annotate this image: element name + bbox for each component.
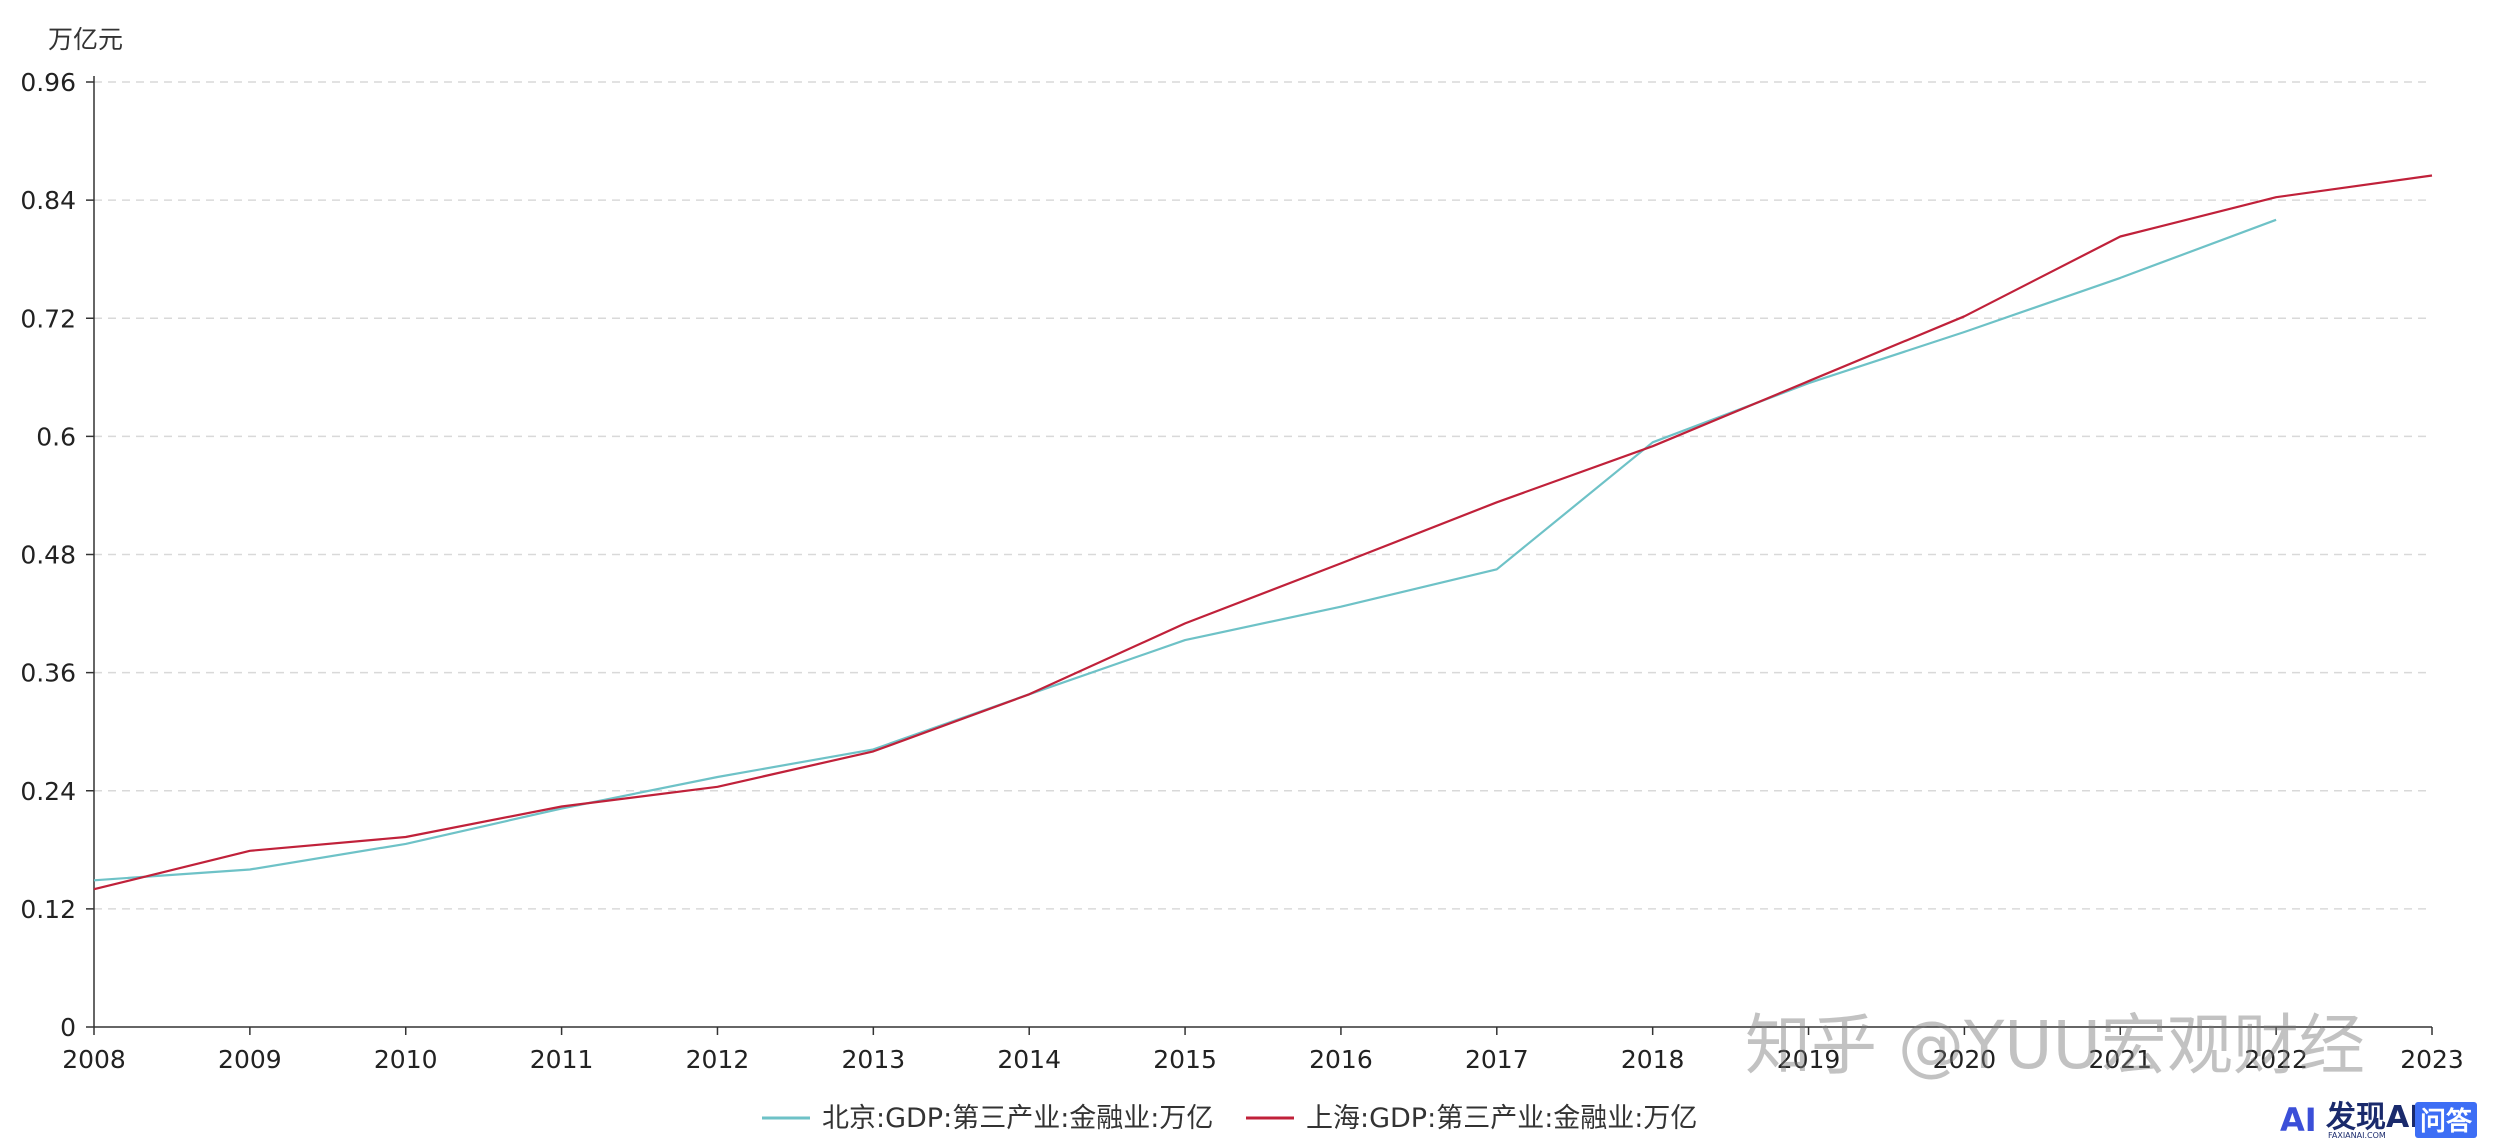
x-tick-label: 2021: [2088, 1045, 2152, 1074]
series-line-0[interactable]: [93, 218, 2277, 882]
x-tick-label: 2010: [374, 1045, 438, 1074]
y-tick-label: 0.6: [36, 422, 76, 451]
brand-domain: FAXIANAI.COM: [2328, 1131, 2386, 1140]
legend-label-beijing[interactable]: 北京:GDP:第三产业:金融业:万亿: [822, 1103, 1213, 1134]
brand-name: 发现AI: [2325, 1100, 2420, 1135]
y-tick-label: 0.12: [20, 895, 76, 924]
x-tick-label: 2019: [1777, 1045, 1841, 1074]
y-tick-label: 0: [60, 1013, 76, 1042]
brand-logo-icon: AI: [2280, 1101, 2317, 1139]
legend[interactable]: 北京:GDP:第三产业:金融业:万亿 上海:GDP:第三产业:金融业:万亿: [762, 1103, 1697, 1134]
y-tick-label: 0.84: [20, 186, 76, 215]
x-tick-label: 2016: [1309, 1045, 1373, 1074]
y-axis-unit: 万亿元: [48, 25, 123, 54]
x-tick-label: 2011: [530, 1045, 594, 1074]
axes: [93, 76, 2432, 1028]
series-lines: [93, 174, 2433, 891]
qa-badge-text: 问答: [2420, 1106, 2473, 1137]
series-line-1[interactable]: [93, 174, 2433, 891]
watermark-text: 知乎 @YUU宏观财经: [1745, 1007, 2365, 1084]
x-tick-label: 2008: [62, 1045, 126, 1074]
y-tick-label: 0.96: [20, 68, 76, 97]
watermark: 知乎 @YUU宏观财经: [1745, 1007, 2365, 1084]
x-tick-label: 2022: [2244, 1045, 2308, 1074]
x-tick-label: 2013: [842, 1045, 906, 1074]
y-tick-label: 0.36: [20, 659, 76, 688]
x-tick-label: 2015: [1153, 1045, 1217, 1074]
x-tick-label: 2012: [686, 1045, 750, 1074]
legend-label-shanghai[interactable]: 上海:GDP:第三产业:金融业:万亿: [1306, 1103, 1697, 1134]
x-tick-label: 2020: [1933, 1045, 1997, 1074]
qa-badge: [2415, 1102, 2477, 1138]
x-tick-label: 2018: [1621, 1045, 1685, 1074]
grid-lines: [94, 81, 2432, 910]
x-axis-ticks: 2008 2009 2010 2011 2012 2013 2014 2015 2016 2017…: [62, 1027, 2464, 1074]
y-tick-label: 0.72: [20, 304, 76, 333]
y-tick-label: 0.48: [20, 541, 76, 570]
brand-logo: AI 发现AI FAXIANAI.COM 问答: [2280, 1100, 2477, 1140]
x-tick-label: 2009: [218, 1045, 282, 1074]
y-tick-label: 0.24: [20, 777, 76, 806]
x-tick-label: 2014: [997, 1045, 1061, 1074]
y-axis-ticks: 0 0.12 0.24 0.36 0.48 0.6 0.72 0.84 0.96: [20, 68, 94, 1042]
x-tick-label: 2017: [1465, 1045, 1529, 1074]
x-tick-label: 2023: [2400, 1045, 2464, 1074]
